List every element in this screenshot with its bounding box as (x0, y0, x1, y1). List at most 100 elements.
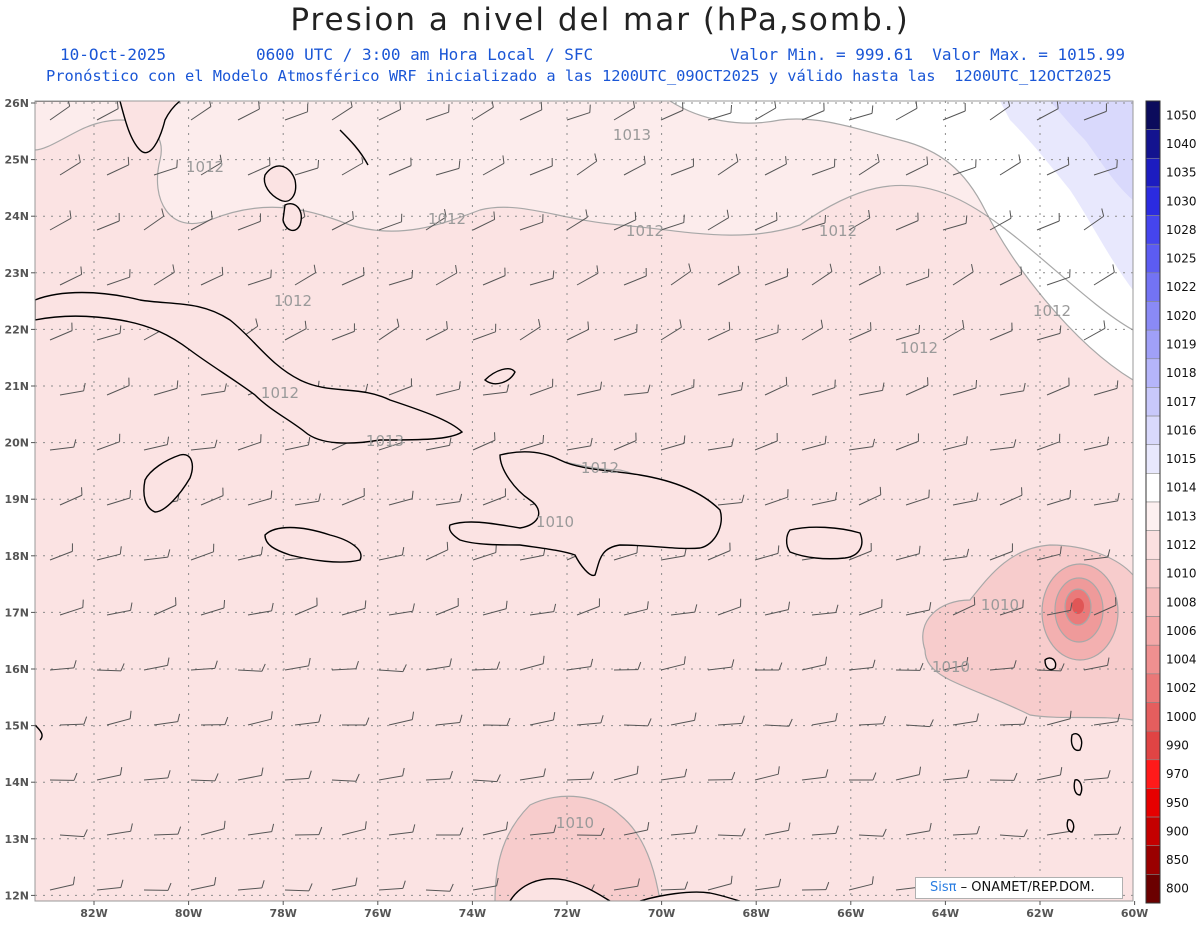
isobar-1010-south (494, 795, 661, 901)
wind-barb (905, 377, 929, 396)
wind-barb (247, 269, 272, 286)
wind-barb (237, 546, 264, 561)
wind-barb (49, 322, 73, 341)
coast-isle-of-youth (143, 453, 193, 513)
wind-barb (764, 718, 793, 727)
wind-barb (425, 541, 449, 561)
wind-barb (660, 319, 682, 341)
colorbar-swatch (1145, 874, 1161, 904)
wind-barb (190, 877, 217, 891)
wind-barb (952, 379, 978, 396)
colorbar-swatch (1145, 415, 1161, 446)
wind-barb (764, 268, 788, 286)
wind-barb (200, 716, 229, 726)
lat-label: 18N (4, 550, 29, 563)
wind-barb (1036, 767, 1063, 781)
wind-barb (858, 828, 887, 837)
wind-barb (905, 719, 934, 728)
wind-barb (1036, 546, 1062, 561)
colorbar-label: 900 (1166, 824, 1189, 838)
colorbar-label: 1019 (1166, 337, 1197, 351)
wind-barb (905, 602, 932, 616)
wind-barb (566, 658, 594, 671)
wind-barb (623, 268, 647, 286)
wind-barb (1046, 269, 1071, 286)
isobar-label: 1012 (819, 222, 857, 240)
lon-label: 70W (648, 907, 675, 920)
wind-barb (707, 659, 735, 671)
wind-barb (388, 157, 412, 176)
wind-barb (388, 824, 416, 836)
wind-barb (435, 160, 461, 176)
wind-barb (811, 825, 839, 836)
coast-jamaica (264, 526, 362, 563)
coast-lesser-antilles (1044, 657, 1083, 833)
pressure-field-1013 (35, 101, 1133, 330)
wind-barb (237, 880, 265, 891)
wind-barb (96, 325, 122, 341)
isobar-1004 (1064, 588, 1092, 626)
wind-barb (566, 321, 590, 341)
wind-barb (623, 718, 652, 727)
lat-label: 12N (4, 889, 29, 902)
wind-barb (425, 658, 452, 671)
wind-barb (190, 101, 212, 121)
wind-barb (529, 378, 554, 396)
wind-barb (576, 715, 604, 726)
wind-barb (566, 771, 595, 781)
wind-barb (613, 211, 637, 231)
isobar-label: 1013 (366, 432, 404, 450)
wind-barb (482, 267, 506, 286)
wind-barb (425, 208, 447, 231)
colorbar-swatch (1145, 730, 1161, 761)
wind-barb (1083, 103, 1107, 121)
wind-barb (49, 101, 71, 121)
wind-barb (566, 104, 591, 121)
colorbar-swatch (1145, 215, 1161, 245)
wind-barb (482, 600, 508, 616)
wind-barb (472, 323, 497, 341)
wind-barb (294, 597, 318, 616)
wind-barb (247, 823, 275, 836)
wind-barb (435, 265, 458, 286)
colorbar-swatch (1145, 358, 1161, 388)
colorbar-swatch (1145, 387, 1161, 417)
colorbar-label: 1016 (1166, 423, 1197, 437)
wind-barb (106, 823, 133, 836)
wind-barb (942, 215, 968, 231)
wind-barb (190, 773, 219, 782)
colorbar-label: 800 (1166, 882, 1189, 896)
wind-barb (1036, 101, 1059, 121)
lon-label: 78W (269, 907, 296, 920)
wind-barb (1046, 377, 1070, 396)
wind-barb (566, 209, 588, 231)
wind-barb (143, 657, 170, 671)
wind-barb (660, 102, 684, 121)
wind-barb (284, 320, 307, 341)
wind-barb (764, 156, 787, 176)
wind-barb (482, 155, 505, 176)
wind-barb (294, 159, 320, 176)
wind-barb (801, 656, 828, 671)
lon-label: 62W (1026, 907, 1053, 920)
wind-barb (1083, 436, 1110, 451)
wind-barb (848, 105, 874, 121)
wind-barb (670, 712, 697, 726)
wind-barb (754, 433, 778, 451)
wind-barb (905, 268, 930, 286)
wind-barb (331, 101, 353, 121)
wind-barb (764, 376, 788, 396)
wind-barb (59, 382, 86, 396)
wind-barb (529, 712, 556, 726)
wind-barb (717, 265, 740, 286)
wind-barb (999, 266, 1023, 286)
wind-barb (1093, 826, 1122, 836)
credit-text: – ONAMET/REP.DOM. (956, 880, 1095, 895)
wind-barb (59, 266, 83, 286)
wind-barb (1046, 710, 1072, 726)
wind-barb (1093, 492, 1120, 506)
wind-barb (143, 882, 172, 891)
wind-barb (294, 714, 322, 726)
wind-barb (811, 604, 839, 616)
wind-barb (905, 489, 930, 506)
